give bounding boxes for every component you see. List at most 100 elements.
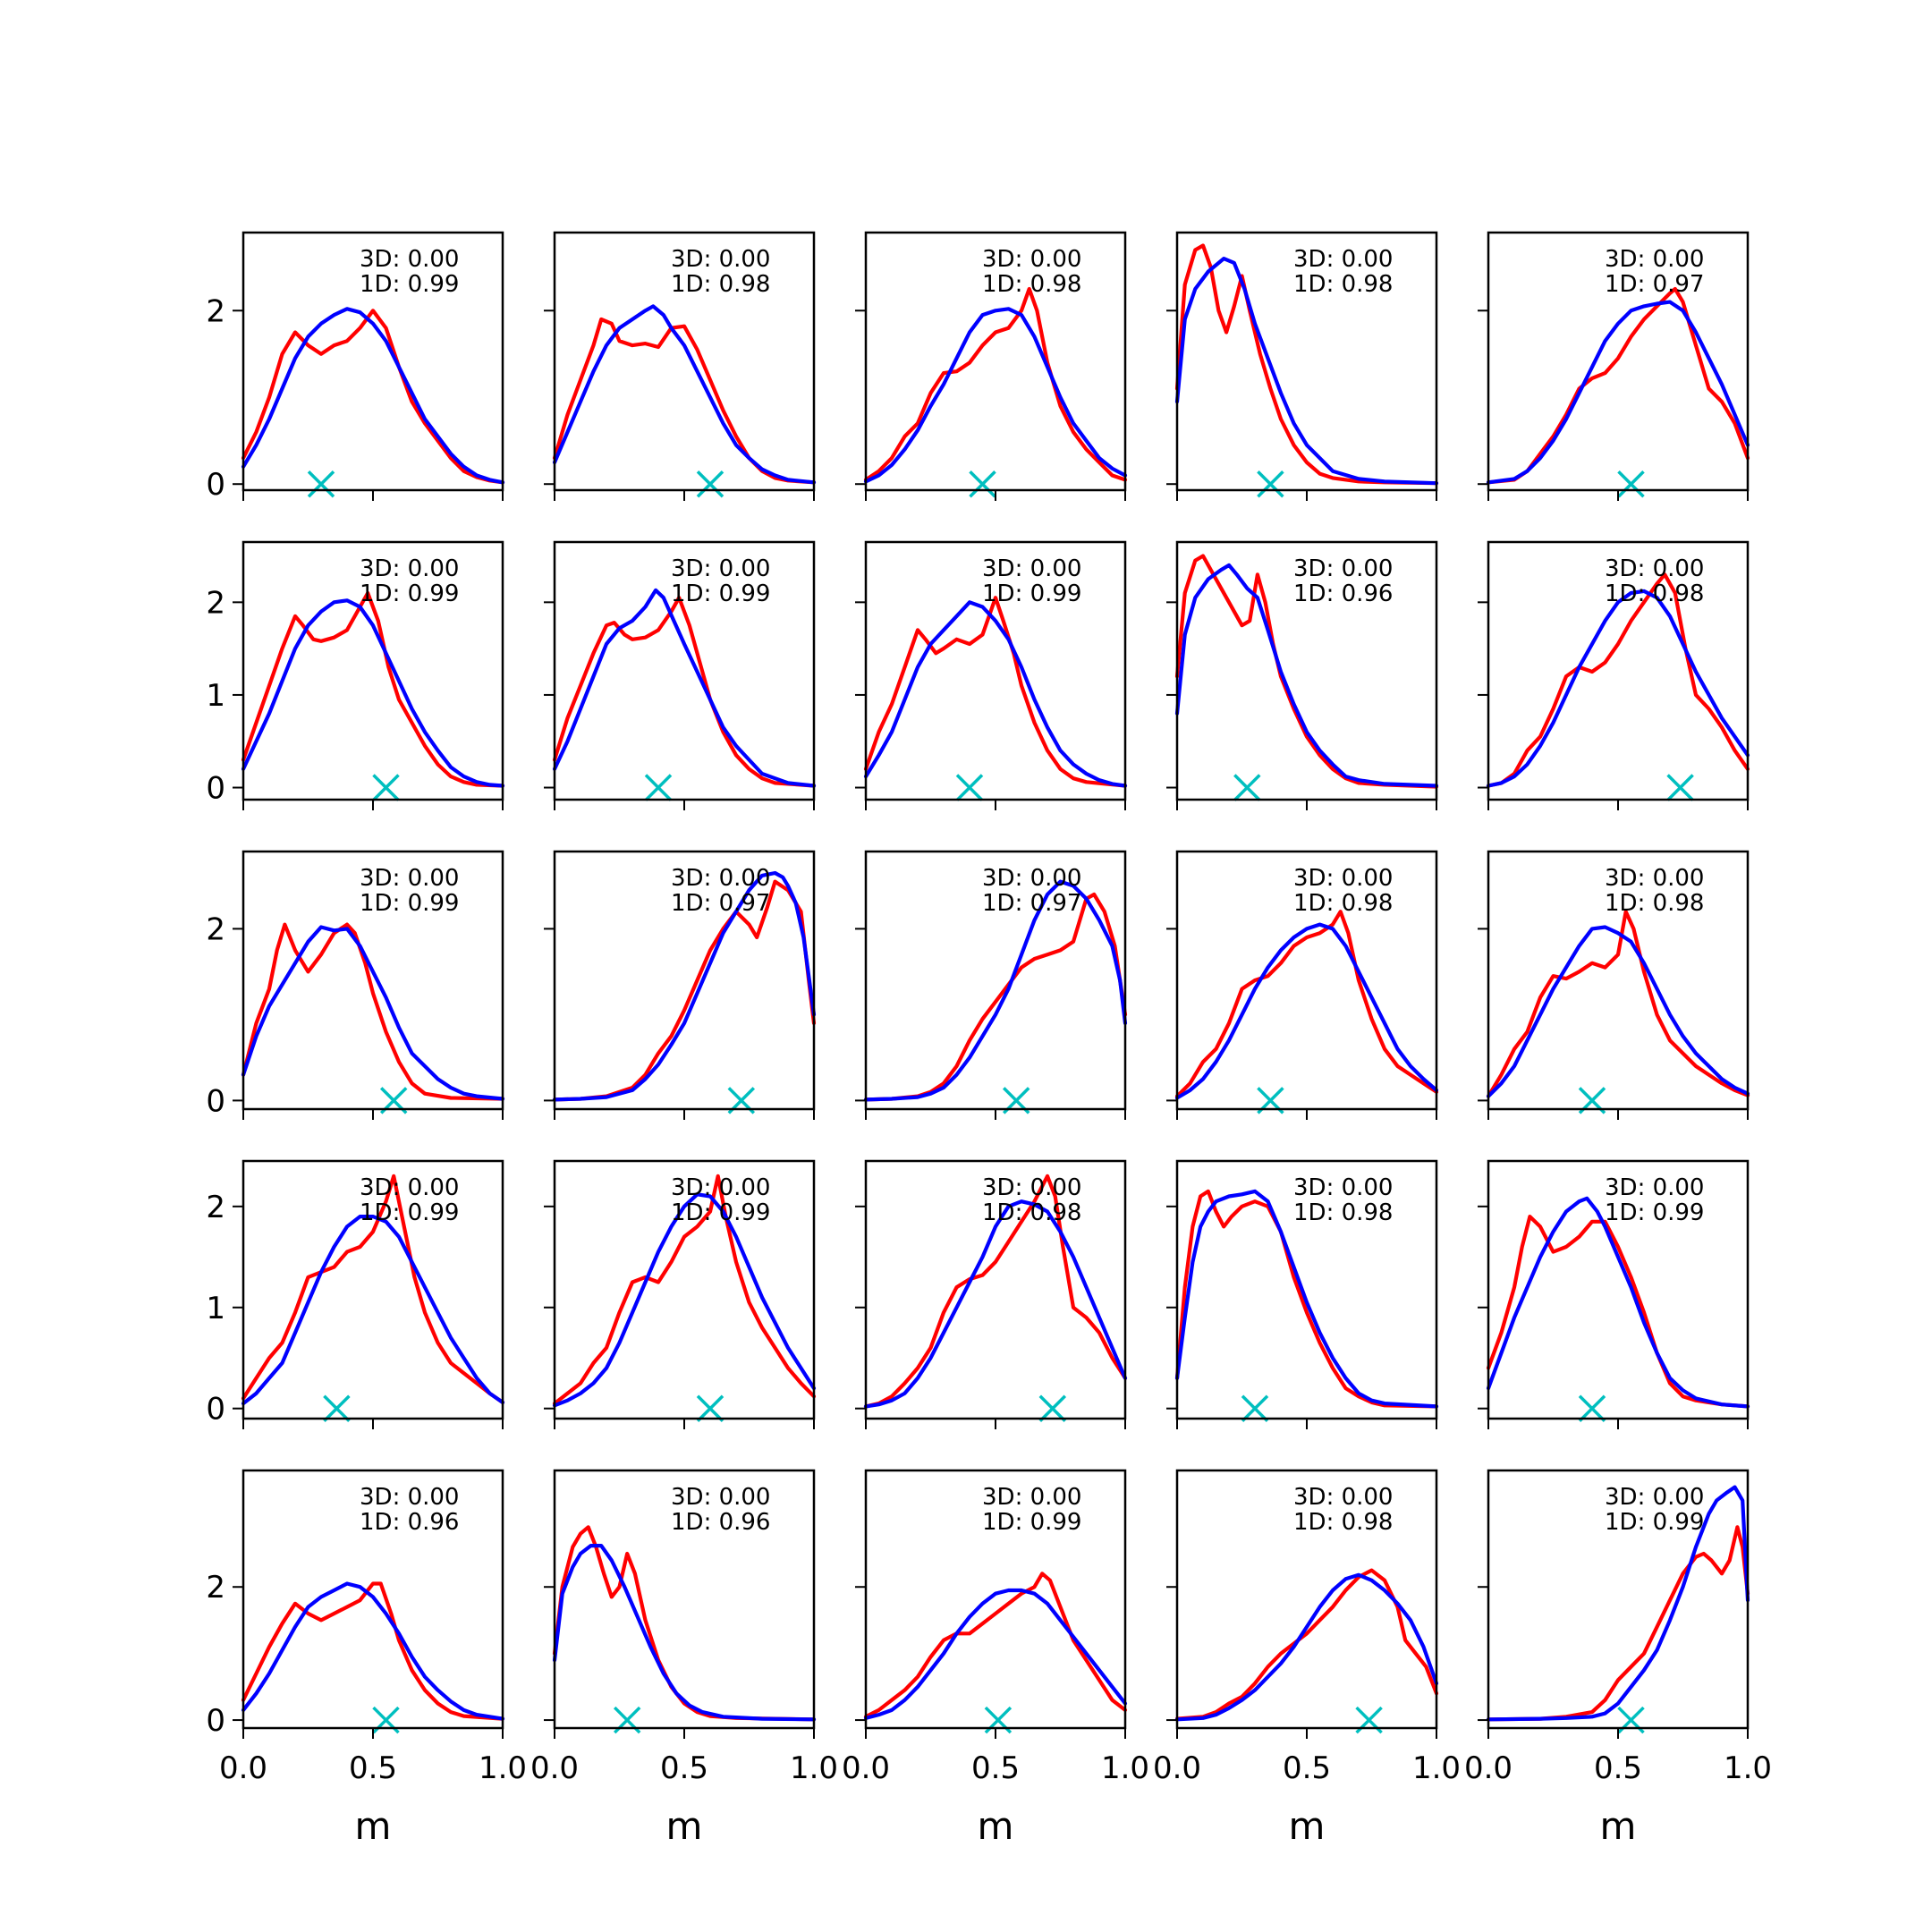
panel-3-1-label-3d: 3D: 0.00 <box>360 865 459 892</box>
panel-2-3-blue-curve <box>863 600 1128 788</box>
panel-1-3-marker-x <box>969 470 996 498</box>
xtick-label-1-3: 1.0 <box>479 1750 527 1786</box>
panel-1-5-label-3d: 3D: 0.00 <box>1605 246 1704 273</box>
panel-4-4-red-curve <box>1174 1189 1439 1409</box>
xtick-label-2-3: 1.0 <box>790 1750 838 1786</box>
x-axis-label-3: m <box>978 1804 1014 1848</box>
panel-3-3-blue-curve <box>863 879 1128 1102</box>
panel-2-4-red-curve <box>1174 554 1439 789</box>
panel-5-2-label-3d: 3D: 0.00 <box>671 1484 770 1511</box>
panel-2-2-blue-curve <box>552 588 817 788</box>
panel-1-3-label-3d: 3D: 0.00 <box>982 246 1081 273</box>
panel-2-5-label-1d: 1D: 0.98 <box>1605 580 1704 607</box>
panel-3-5-label-1d: 1D: 0.98 <box>1605 890 1704 917</box>
panel-2-4-label-1d: 1D: 0.96 <box>1293 580 1393 607</box>
panel-4-4-label-1d: 1D: 0.98 <box>1293 1199 1393 1226</box>
ytick-label-3-2: 2 <box>206 911 225 947</box>
panel-2-1-blue-curve <box>241 598 505 788</box>
xtick-label-2-2: 0.5 <box>660 1750 708 1786</box>
panel-2-1-red-curve <box>241 590 505 788</box>
panel-4-2-label-3d: 3D: 0.00 <box>671 1174 770 1201</box>
panel-1-3-red-curve <box>863 286 1128 482</box>
panel-2-5-red-curve <box>1486 572 1750 788</box>
xtick-label-3-2: 0.5 <box>971 1750 1020 1786</box>
panel-1-2-label-1d: 1D: 0.98 <box>671 271 770 298</box>
panel-4-1-blue-curve <box>241 1214 505 1406</box>
xtick-label-1-1: 0.0 <box>219 1750 267 1786</box>
panel-1-1-label-1d: 1D: 0.99 <box>360 271 459 298</box>
panel-4-3-red-curve <box>863 1174 1128 1409</box>
panel-4-1-red-curve <box>241 1174 505 1405</box>
panel-5-1-label-1d: 1D: 0.96 <box>360 1509 459 1536</box>
panel-1-1-red-curve <box>241 309 505 485</box>
panel-4-1-label-3d: 3D: 0.00 <box>360 1174 459 1201</box>
panel-4-5-marker-x <box>1578 1394 1606 1422</box>
panel-5-3-label-3d: 3D: 0.00 <box>982 1484 1081 1511</box>
panel-1-3-label-1d: 1D: 0.98 <box>982 271 1081 298</box>
panel-4-4-label-3d: 3D: 0.00 <box>1293 1174 1393 1201</box>
panel-4-4-marker-x <box>1241 1394 1269 1422</box>
panel-3-1-blue-curve <box>241 925 505 1101</box>
panel-3-4-blue-curve <box>1174 922 1439 1100</box>
panel-5-5-red-curve <box>1486 1525 1750 1722</box>
panel-3-2-label-3d: 3D: 0.00 <box>671 865 770 892</box>
panel-2-2-label-1d: 1D: 0.99 <box>671 580 770 607</box>
panel-4-5-blue-curve <box>1486 1196 1750 1409</box>
panel-3-5-blue-curve <box>1486 925 1750 1098</box>
xtick-label-5-1: 0.0 <box>1464 1750 1513 1786</box>
panel-4-3-label-1d: 1D: 0.98 <box>982 1199 1081 1226</box>
panel-3-2-blue-curve <box>552 870 817 1102</box>
panel-2-2-red-curve <box>552 596 817 788</box>
panel-1-5-label-1d: 1D: 0.97 <box>1605 271 1704 298</box>
panel-1-4-marker-x <box>1257 470 1284 498</box>
xtick-label-5-2: 0.5 <box>1594 1750 1642 1786</box>
panel-5-4-red-curve <box>1174 1568 1439 1721</box>
panel-2-3-label-1d: 1D: 0.99 <box>982 580 1081 607</box>
xtick-label-2-1: 0.0 <box>530 1750 579 1786</box>
panel-2-5-label-3d: 3D: 0.00 <box>1605 555 1704 582</box>
panel-1-4-red-curve <box>1174 243 1439 486</box>
panel-3-2-label-1d: 1D: 0.97 <box>671 890 770 917</box>
panel-1-1-marker-x <box>307 470 335 498</box>
panel-3-2-red-curve <box>552 879 817 1102</box>
panel-1-1-blue-curve <box>241 307 505 485</box>
panel-5-3-blue-curve <box>863 1588 1128 1720</box>
panel-2-1-marker-x <box>372 774 400 801</box>
panel-4-2-blue-curve <box>552 1192 817 1408</box>
x-axis-label-5: m <box>1600 1804 1637 1848</box>
panel-4-5-label-1d: 1D: 0.99 <box>1605 1199 1704 1226</box>
panel-1-2-marker-x <box>696 470 724 498</box>
panel-2-1-label-1d: 1D: 0.99 <box>360 580 459 607</box>
panel-4-4-blue-curve <box>1174 1189 1439 1409</box>
ytick-label-5-2: 2 <box>206 1570 225 1606</box>
panel-2-2-label-3d: 3D: 0.00 <box>671 555 770 582</box>
panel-3-3-label-3d: 3D: 0.00 <box>982 865 1081 892</box>
panel-4-3-label-3d: 3D: 0.00 <box>982 1174 1081 1201</box>
panel-3-3-red-curve <box>863 892 1128 1102</box>
ytick-label-1-1: 0 <box>206 467 225 503</box>
xtick-label-5-3: 1.0 <box>1724 1750 1772 1786</box>
ytick-label-1-2: 2 <box>206 293 225 329</box>
panel-1-5-marker-x <box>1617 470 1645 498</box>
panel-5-5-blue-curve <box>1486 1485 1750 1722</box>
panel-2-3-red-curve <box>863 596 1128 788</box>
panel-3-5-red-curve <box>1486 910 1750 1098</box>
panel-4-3-marker-x <box>1038 1394 1067 1422</box>
panel-1-4-label-3d: 3D: 0.00 <box>1293 246 1393 273</box>
panel-2-2-marker-x <box>644 774 673 801</box>
panel-3-4-label-3d: 3D: 0.00 <box>1293 865 1393 892</box>
panel-2-4-label-3d: 3D: 0.00 <box>1293 555 1393 582</box>
ytick-label-2-2: 1 <box>206 678 225 714</box>
panel-3-5-label-3d: 3D: 0.00 <box>1605 865 1704 892</box>
panel-2-1-label-3d: 3D: 0.00 <box>360 555 459 582</box>
panel-4-5-label-3d: 3D: 0.00 <box>1605 1174 1704 1201</box>
panel-4-2-marker-x <box>696 1394 724 1422</box>
xtick-label-1-2: 0.5 <box>349 1750 397 1786</box>
panel-4-3-blue-curve <box>863 1199 1128 1409</box>
panel-3-1-red-curve <box>241 922 505 1101</box>
panel-3-4-label-1d: 1D: 0.98 <box>1293 890 1393 917</box>
ytick-label-2-1: 0 <box>206 771 225 807</box>
panel-5-1-blue-curve <box>241 1581 505 1721</box>
ytick-label-4-1: 0 <box>206 1392 225 1428</box>
